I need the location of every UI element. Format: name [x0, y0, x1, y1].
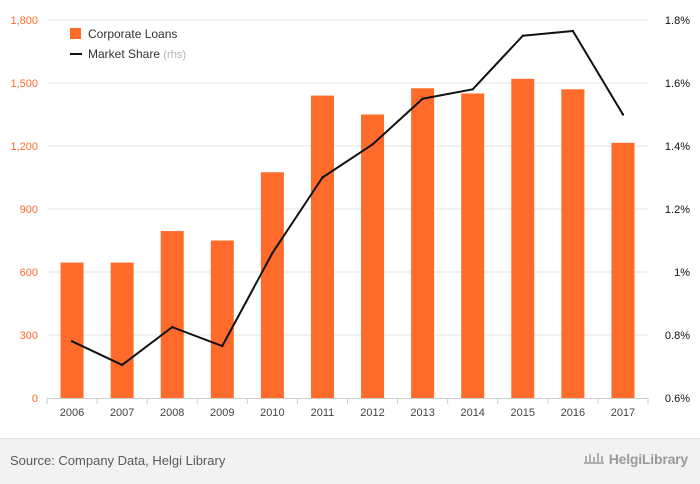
- x-axis-tick-label: 2016: [561, 407, 585, 419]
- right-axis-tick-label: 0.8%: [665, 330, 690, 342]
- x-axis-tick-label: 2009: [210, 407, 234, 419]
- bar: [411, 88, 435, 398]
- legend-label-corporate-loans: Corporate Loans: [88, 27, 177, 41]
- market-share-point: [120, 363, 124, 367]
- combo-chart: 0 300 600 900 1,200 1,500 1,800 0.6% 0.8% 1% 1.2% 1…: [10, 15, 690, 419]
- right-axis-tick-label: 1.4%: [665, 141, 690, 153]
- bar: [561, 89, 585, 399]
- market-share-point: [171, 325, 174, 329]
- market-share-point: [371, 143, 374, 146]
- bar: [611, 142, 635, 398]
- source-note: Source: Company Data, Helgi Library: [10, 453, 226, 468]
- market-share-point: [70, 340, 74, 343]
- left-axis-tick-label: 0: [32, 393, 38, 405]
- x-axis-tick-label: 2014: [460, 407, 484, 419]
- bar: [310, 95, 334, 398]
- bar: [511, 78, 535, 399]
- x-axis-tick-label: 2015: [511, 407, 535, 419]
- legend-label-market-share: Market Share (rhs): [88, 47, 186, 61]
- market-share-point: [321, 176, 324, 179]
- x-axis-tick-label: 2013: [410, 407, 434, 419]
- bar: [461, 93, 485, 398]
- x-axis-tick-label: 2010: [260, 407, 284, 419]
- market-share-point: [421, 97, 424, 100]
- left-axis-tick-label: 1,500: [10, 78, 38, 90]
- left-axis-tick-label: 300: [20, 330, 38, 342]
- bar: [60, 262, 84, 398]
- legend-rhs-note: (rhs): [163, 49, 186, 61]
- market-share-point: [571, 29, 575, 33]
- right-axis-tick-label: 1.8%: [665, 15, 690, 27]
- market-share-point: [471, 88, 474, 91]
- x-axis-tick-label: 2006: [60, 407, 84, 419]
- x-axis-tick-label: 2008: [160, 407, 184, 419]
- market-share-point: [621, 113, 625, 116]
- bar: [160, 231, 184, 398]
- market-share-line: [71, 30, 624, 366]
- brand-name: HelgiLibrary: [608, 451, 688, 467]
- bar: [361, 114, 385, 398]
- left-axis-tick-label: 1,800: [10, 15, 38, 27]
- left-axis-tick-label: 600: [20, 267, 38, 279]
- left-axis-tick-label: 1,200: [10, 141, 38, 153]
- right-axis-tick-label: 1.2%: [665, 204, 690, 216]
- library-icon: [583, 453, 604, 464]
- right-axis-tick-label: 1.6%: [665, 78, 690, 90]
- bar: [110, 262, 134, 398]
- right-axis-tick-label: 0.6%: [665, 393, 690, 405]
- market-share-point: [271, 251, 274, 255]
- market-share-point: [221, 344, 224, 348]
- x-axis-tick-label: 2017: [611, 407, 635, 419]
- market-share-point: [521, 34, 524, 37]
- brand-logo: HelgiLibrary: [583, 451, 688, 467]
- x-axis-tick-label: 2012: [360, 407, 384, 419]
- x-axis-tick-label: 2011: [311, 407, 335, 419]
- x-axis-tick-label: 2007: [110, 407, 134, 419]
- chart-footer: Source: Company Data, Helgi Library Helg…: [0, 438, 700, 484]
- left-axis-tick-label: 900: [20, 204, 38, 216]
- bar: [210, 240, 234, 398]
- bar: [260, 172, 284, 398]
- right-axis-tick-label: 1%: [674, 267, 690, 279]
- legend-swatch-corporate-loans: [70, 28, 81, 39]
